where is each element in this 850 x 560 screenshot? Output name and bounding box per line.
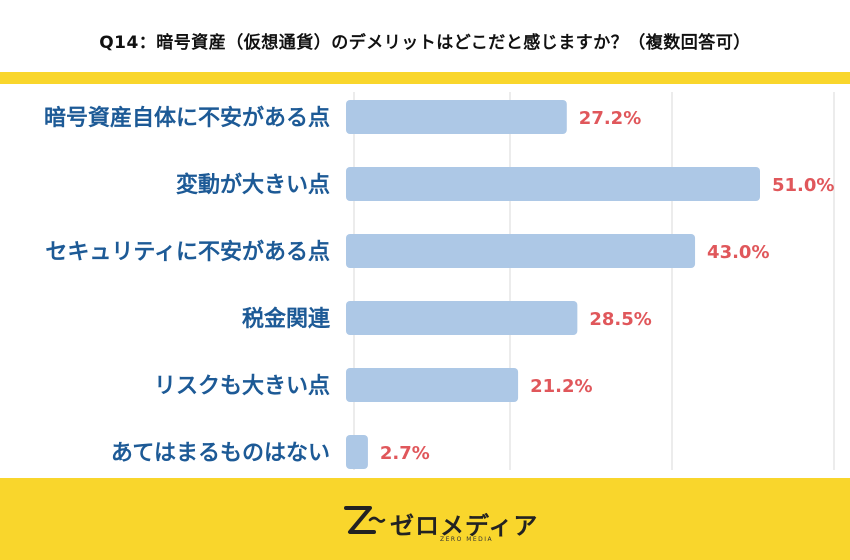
category-label: 変動が大きい点 <box>176 172 330 198</box>
question-title: Q14：暗号資産（仮想通貨）のデメリットはどこだと感じますか？（複数回答可） <box>99 33 751 53</box>
value-label: 21.2% <box>530 376 592 397</box>
brand-subtitle: ZERO MEDIA <box>440 536 494 543</box>
bar <box>346 167 760 201</box>
bar <box>346 100 567 134</box>
top-accent-band <box>0 72 850 86</box>
bar <box>346 234 696 268</box>
brand-name: ゼロメディア <box>390 512 539 540</box>
bar <box>346 301 578 335</box>
category-label: あてはまるものはない <box>111 441 330 466</box>
value-label: 51.0% <box>772 175 834 196</box>
chart-panel <box>0 84 850 480</box>
category-label: 暗号資産自体に不安がある点 <box>44 105 330 131</box>
value-label: 28.5% <box>589 309 651 330</box>
brand-logo: ゼロメディア ZERO MEDIA <box>340 500 537 546</box>
category-label: 税金関連 <box>242 306 331 332</box>
footer-band <box>0 478 850 560</box>
category-label: リスクも大きい点 <box>154 373 330 399</box>
bar <box>346 368 519 402</box>
bar <box>346 435 368 469</box>
value-label: 2.7% <box>380 443 430 464</box>
value-label: 43.0% <box>707 242 769 263</box>
category-label: セキュリティに不安がある点 <box>45 239 330 265</box>
header: Q14：暗号資産（仮想通貨）のデメリットはどこだと感じますか？（複数回答可） <box>0 0 850 80</box>
value-label: 27.2% <box>579 108 641 129</box>
zero-media-logo-icon <box>344 506 386 534</box>
